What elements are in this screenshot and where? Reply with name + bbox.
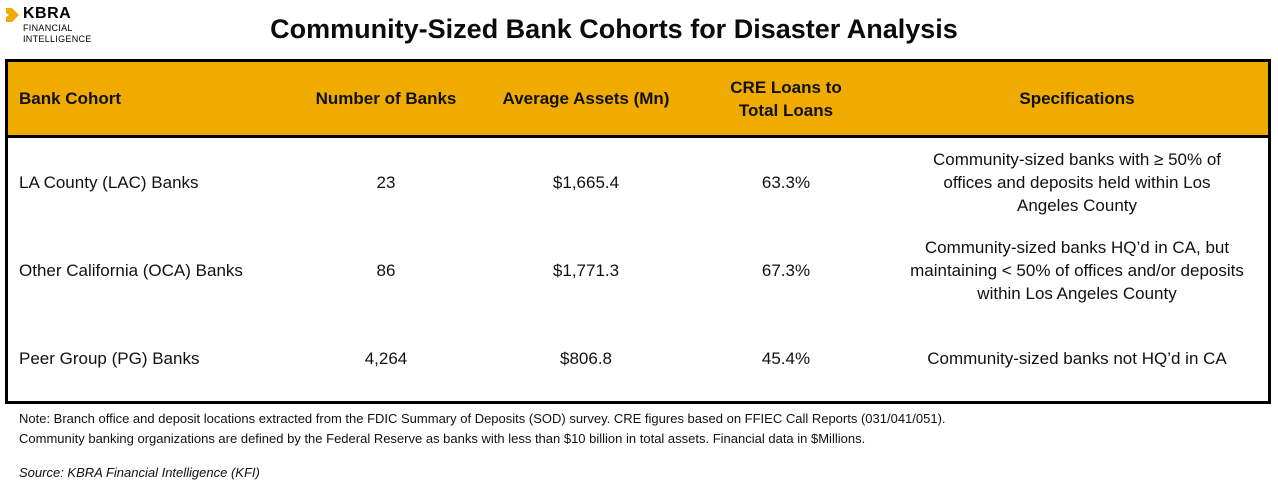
table-row: Other California (OCA) Banks 86 $1,771.3… xyxy=(8,226,1268,314)
table-row: Peer Group (PG) Banks 4,264 $806.8 45.4%… xyxy=(8,314,1268,402)
footnotes: Note: Branch office and deposit location… xyxy=(19,409,946,448)
logo-name: KBRA xyxy=(23,5,72,22)
cell-cre: 63.3% xyxy=(761,172,811,192)
kbra-logo: KBRA FINANCIAL INTELLIGENCE xyxy=(6,6,92,44)
header-cre-loans-text: CRE Loans to Total Loans xyxy=(730,77,842,120)
table-header-row: Bank Cohort Number of Banks Average Asse… xyxy=(8,62,1268,138)
cell-assets: $806.8 xyxy=(560,348,612,368)
note-line-1: Note: Branch office and deposit location… xyxy=(19,411,946,426)
header-average-assets: Average Assets (Mn) xyxy=(502,89,670,108)
cell-assets: $1,665.4 xyxy=(552,172,620,192)
cell-cohort: Peer Group (PG) Banks xyxy=(19,348,200,368)
cell-specs-text: Community-sized banks HQ’d in CA, but ma… xyxy=(910,237,1244,303)
cohort-table: Bank Cohort Number of Banks Average Asse… xyxy=(5,59,1271,404)
logo-subtitle-1: FINANCIAL xyxy=(23,23,73,33)
header-bank-cohort: Bank Cohort xyxy=(19,89,121,108)
cell-specs: Community-sized banks HQ’d in CA, but ma… xyxy=(870,236,1268,305)
source-note: Source: KBRA Financial Intelligence (KFI… xyxy=(19,465,260,480)
cell-count: 4,264 xyxy=(364,348,408,368)
logo-subtitle-2: INTELLIGENCE xyxy=(23,34,92,44)
table-row: LA County (LAC) Banks 23 $1,665.4 63.3% … xyxy=(8,138,1268,226)
cell-specs: Community-sized banks not HQ’d in CA xyxy=(927,348,1227,368)
cell-cre: 45.4% xyxy=(761,348,811,368)
page-title: Community-Sized Bank Cohorts for Disaste… xyxy=(270,14,958,44)
cell-cohort: LA County (LAC) Banks xyxy=(19,172,199,192)
cell-count: 23 xyxy=(376,172,396,192)
note-line-2: Community banking organizations are defi… xyxy=(19,430,866,446)
kbra-logo-icon xyxy=(6,8,19,22)
cell-count: 86 xyxy=(376,260,396,280)
header-number-of-banks: Number of Banks xyxy=(315,89,457,108)
header-cre-loans: CRE Loans to Total Loans xyxy=(702,76,870,122)
cell-specs-text: Community-sized banks with ≥ 50% of offi… xyxy=(932,149,1222,215)
header-specifications: Specifications xyxy=(1019,89,1135,108)
cell-cohort: Other California (OCA) Banks xyxy=(19,260,243,280)
cell-assets: $1,771.3 xyxy=(552,260,620,280)
cell-cre: 67.3% xyxy=(761,260,811,280)
cell-specs: Community-sized banks with ≥ 50% of offi… xyxy=(870,148,1268,217)
